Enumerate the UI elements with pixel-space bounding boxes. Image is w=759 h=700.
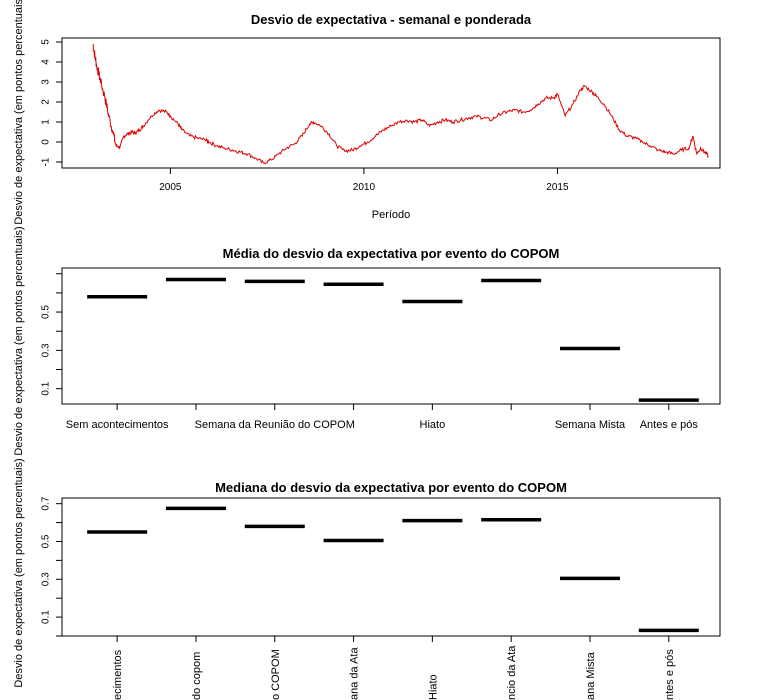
chart1-title: Desvio de expectativa - semanal e ponder… — [251, 12, 532, 27]
chart3-xtick-label: ana Mista — [585, 651, 597, 700]
chart3-plot-box — [61, 497, 721, 637]
chart1-ytick-label: 5 — [41, 39, 52, 45]
chart1-ylabel: Desvio de expectativa (em pontos percent… — [13, 0, 25, 225]
chart3-ytick-label: 0.5 — [41, 534, 52, 548]
chart2-ytick-label: 0.3 — [41, 343, 52, 357]
chart3-xtick-label: do copom — [191, 652, 203, 700]
chart3-ylabel: Desvio de expectativa (em pontos percent… — [13, 458, 25, 687]
chart2-ytick-label: 0.1 — [41, 381, 52, 395]
chart2-xtick-label: Antes e pós — [640, 419, 699, 431]
chart1-ytick-label: 1 — [41, 119, 52, 125]
chart3-xtick-label: o COPOM — [270, 649, 282, 700]
chart2-xtick-label: Semana Mista — [555, 419, 626, 431]
chart1-plot-box — [61, 37, 721, 169]
chart1-ytick-label: 3 — [41, 79, 52, 85]
chart3-xtick-label: ntes e pós — [664, 649, 676, 700]
chart3-xtick-label: ecimentos — [112, 649, 124, 700]
chart2-ylabel: Desvio de expectativa (em pontos percent… — [13, 226, 25, 455]
chart1-ytick-label: 2 — [41, 99, 52, 105]
chart2-ytick-label: 0.5 — [41, 305, 52, 319]
chart3-ytick-label: 0.3 — [41, 572, 52, 586]
chart2-plot-box — [61, 267, 721, 405]
chart1-xtick-label: 2005 — [159, 182, 182, 193]
chart3-xtick-label: ana da Ata — [349, 647, 361, 700]
chart1-ytick-label: 0 — [41, 139, 52, 145]
chart1-series-line — [92, 43, 709, 165]
chart3-xtick-label: Hiato — [427, 674, 439, 700]
chart3-ytick-label: 0.7 — [41, 496, 52, 510]
chart3-xtick-label: ncio da Ata — [506, 645, 518, 700]
chart1-xtick-label: 2010 — [353, 182, 376, 193]
chart3-ytick-label: 0.1 — [41, 610, 52, 624]
chart2-xtick-label: Semana da Reunião do COPOM — [195, 419, 355, 431]
chart1-ytick-label: 4 — [41, 59, 52, 65]
chart3-title: Mediana do desvio da expectativa por eve… — [215, 480, 567, 495]
chart1-ytick-label: -1 — [41, 157, 52, 166]
chart1-xlabel: Período — [372, 209, 411, 221]
chart2-xtick-label: Sem acontecimentos — [66, 419, 169, 431]
chart1-xtick-label: 2015 — [546, 182, 569, 193]
chart2-xtick-label: Hiato — [420, 419, 446, 431]
chart2-title: Média do desvio da expectativa por event… — [223, 246, 560, 261]
